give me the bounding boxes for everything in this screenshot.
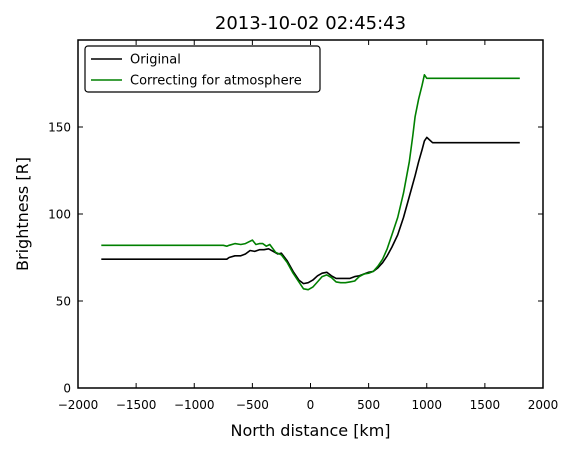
legend-label-corrected: Correcting for atmosphere xyxy=(130,74,302,89)
x-tick-label: −2000 xyxy=(58,398,99,412)
y-tick-label: 50 xyxy=(56,295,71,309)
x-tick-label: 0 xyxy=(307,398,315,412)
x-tick-label: 1500 xyxy=(470,398,501,412)
x-tick-label: 2000 xyxy=(528,398,559,412)
legend: Original Correcting for atmosphere xyxy=(84,45,321,93)
y-tick-label: 100 xyxy=(48,208,71,222)
legend-box xyxy=(84,45,321,93)
y-axis-label: Brightness [R] xyxy=(13,157,32,271)
x-tick-label: −500 xyxy=(236,398,269,412)
chart-title: 2013-10-02 02:45:43 xyxy=(215,13,406,34)
x-tick-label: −1000 xyxy=(174,398,215,412)
y-tick-label: 150 xyxy=(48,121,71,135)
plot-area xyxy=(78,40,543,388)
x-tick-label: −1500 xyxy=(116,398,157,412)
x-tick-label: 1000 xyxy=(411,398,442,412)
x-tick-label: 500 xyxy=(357,398,380,412)
y-tick-label: 0 xyxy=(63,382,71,396)
x-axis-label: North distance [km] xyxy=(230,421,390,440)
series-line-corrected xyxy=(101,74,520,291)
series-layer xyxy=(101,74,520,291)
plot-frame xyxy=(77,39,544,389)
ticks-layer: −2000 −1500 −1000 −500 0 500 1000 1500 2000 0 50 10… xyxy=(48,40,558,412)
legend-label-original: Original xyxy=(130,53,181,68)
series-line-original xyxy=(101,136,520,285)
